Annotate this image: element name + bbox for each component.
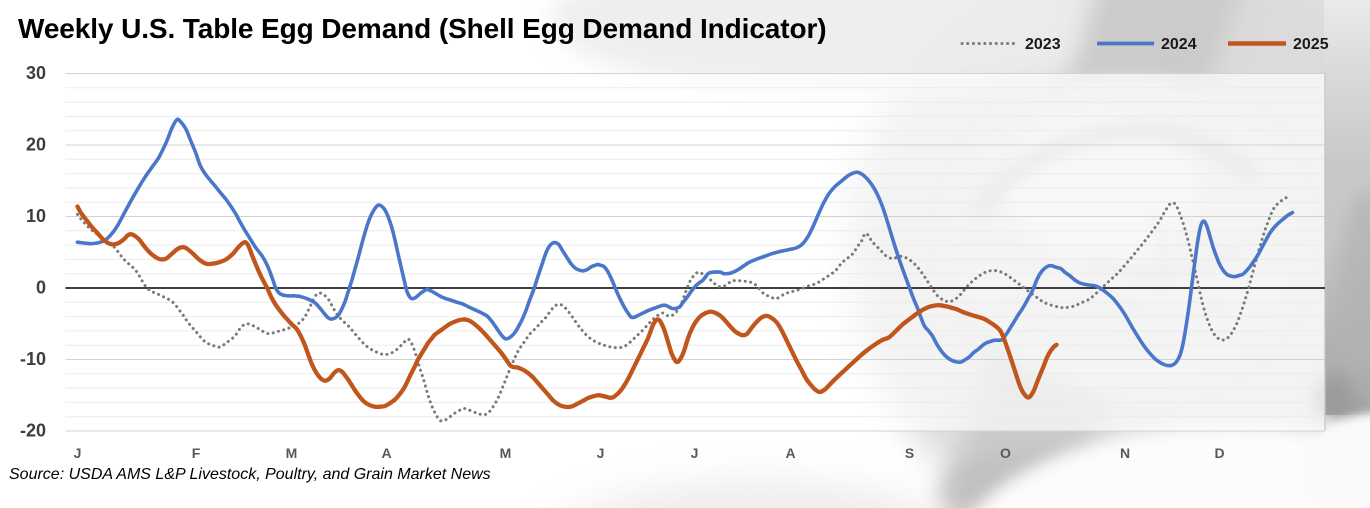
svg-text:M: M (286, 445, 298, 461)
svg-text:-20: -20 (20, 421, 46, 441)
svg-text:O: O (1000, 445, 1011, 461)
svg-text:30: 30 (26, 63, 46, 83)
svg-text:S: S (905, 445, 914, 461)
svg-text:20: 20 (26, 135, 46, 155)
svg-text:F: F (192, 445, 201, 461)
svg-text:M: M (500, 445, 512, 461)
svg-text:D: D (1214, 445, 1224, 461)
svg-text:10: 10 (26, 206, 46, 226)
svg-text:2025: 2025 (1293, 36, 1329, 53)
svg-text:2023: 2023 (1025, 36, 1061, 53)
svg-text:2024: 2024 (1161, 36, 1197, 53)
svg-text:N: N (1120, 445, 1130, 461)
svg-text:J: J (597, 445, 605, 461)
svg-text:A: A (381, 445, 391, 461)
svg-text:J: J (691, 445, 699, 461)
svg-text:-10: -10 (20, 349, 46, 369)
svg-text:0: 0 (36, 278, 46, 298)
svg-text:J: J (74, 445, 82, 461)
svg-text:A: A (785, 445, 795, 461)
